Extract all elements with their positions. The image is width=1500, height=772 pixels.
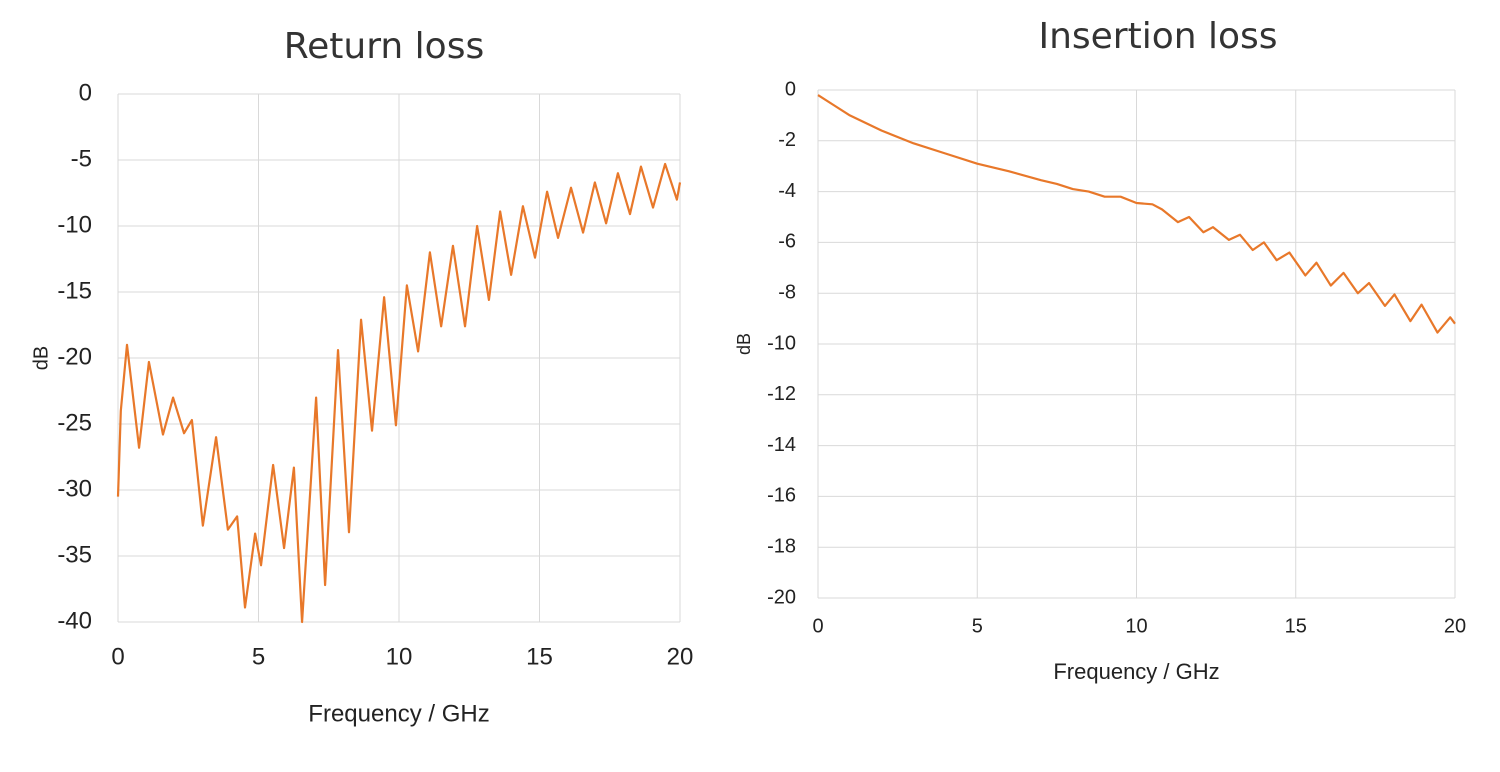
y-tick-label: -20 — [57, 343, 92, 370]
y-tick-label: -2 — [778, 129, 796, 151]
y-tick-label: -12 — [767, 383, 796, 405]
y-tick-label: -25 — [57, 409, 92, 436]
x-tick-label: 20 — [1444, 615, 1466, 637]
y-tick-label: -5 — [71, 145, 92, 172]
x-axis-label: Frequency / GHz — [308, 700, 489, 727]
x-tick-label: 5 — [252, 643, 265, 670]
x-tick-label: 10 — [386, 643, 413, 670]
x-tick-label: 5 — [972, 615, 983, 637]
y-tick-label: -10 — [57, 211, 92, 238]
data-line — [817, 94, 1456, 334]
y-tick-label: -6 — [778, 231, 796, 253]
y-tick-label: -40 — [57, 607, 92, 634]
y-axis-label: dB — [30, 346, 52, 370]
x-axis-label: Frequency / GHz — [1053, 659, 1219, 684]
y-tick-label: -20 — [767, 586, 796, 608]
x-tick-label: 0 — [812, 615, 823, 637]
y-tick-label: -8 — [778, 281, 796, 303]
x-tick-label: 10 — [1125, 615, 1147, 637]
y-tick-label: -35 — [57, 541, 92, 568]
chart-title: Insertion loss — [1038, 16, 1277, 57]
y-tick-label: 0 — [79, 79, 92, 106]
x-tick-label: 0 — [111, 643, 124, 670]
y-tick-label: -14 — [767, 434, 796, 456]
x-tick-label: 20 — [667, 643, 694, 670]
y-tick-label: 0 — [785, 78, 796, 100]
y-axis-label: dB — [734, 333, 754, 355]
y-tick-label: -4 — [778, 180, 796, 202]
y-tick-label: -18 — [767, 535, 796, 557]
y-tick-label: -16 — [767, 485, 796, 507]
y-tick-label: -30 — [57, 475, 92, 502]
y-tick-label: -15 — [57, 277, 92, 304]
x-tick-label: 15 — [1285, 615, 1307, 637]
y-tick-label: -10 — [767, 332, 796, 354]
data-line — [116, 162, 682, 624]
chart-title: Return loss — [284, 26, 484, 67]
x-tick-label: 15 — [526, 643, 553, 670]
